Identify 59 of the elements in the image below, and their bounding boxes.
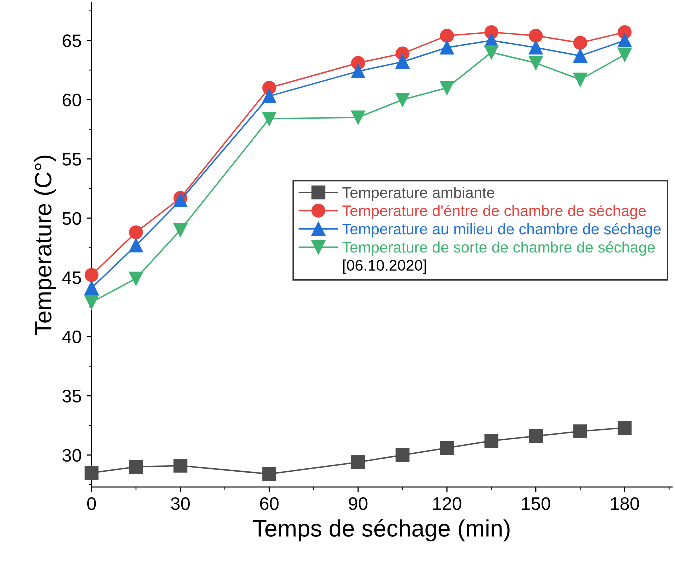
point	[529, 429, 544, 444]
y-tick-label: 45	[62, 272, 82, 284]
point	[351, 110, 366, 125]
point	[84, 466, 99, 480]
point	[484, 434, 499, 448]
point	[262, 112, 276, 126]
point	[529, 56, 544, 70]
point	[129, 460, 144, 474]
legend-label: Temperature au milieu de chambre de séchage	[342, 223, 661, 238]
point	[351, 455, 366, 470]
point	[440, 40, 454, 55]
y-tick-label: 50	[62, 212, 82, 226]
point	[618, 34, 632, 48]
point	[440, 81, 454, 96]
point	[262, 467, 276, 482]
point	[484, 46, 499, 60]
point	[396, 92, 410, 107]
x-tick-label: 90	[349, 497, 368, 510]
point	[574, 72, 588, 87]
y-tick-label: 60	[62, 94, 82, 107]
x-axis-title: Temps de séchage (min)	[253, 519, 510, 542]
point	[174, 223, 188, 238]
legend-label: Temperature de sorte de chambre de séchage	[342, 242, 656, 256]
point	[440, 29, 454, 43]
point	[574, 49, 588, 64]
x-tick-label: 120	[434, 497, 462, 510]
point	[262, 89, 276, 104]
point	[174, 458, 188, 473]
y-tick-label: 65	[62, 34, 82, 48]
point	[574, 36, 588, 50]
point	[618, 421, 632, 435]
x-tick-label: 0	[87, 497, 96, 510]
y-tick-label: 40	[62, 330, 82, 344]
x-tick-label: 60	[260, 497, 279, 510]
y-tick-label: 30	[62, 449, 82, 462]
annotation: [06.10.2020]	[343, 260, 426, 274]
point	[574, 424, 588, 439]
legend-label: Temperature ambiante	[342, 186, 494, 202]
x-tick-label: 180	[611, 497, 640, 510]
point	[396, 448, 410, 462]
point	[529, 40, 544, 55]
y-axis-title: Temperature (C°)	[34, 156, 56, 336]
point	[129, 238, 144, 253]
point	[396, 55, 410, 69]
point	[174, 194, 188, 208]
y-tick-label: 35	[62, 390, 82, 403]
x-tick-label: 30	[171, 497, 190, 510]
point	[84, 281, 99, 296]
point	[129, 272, 144, 286]
point	[618, 48, 632, 62]
point	[129, 226, 144, 240]
point	[84, 268, 99, 282]
point	[351, 64, 366, 78]
y-tick-label: 55	[62, 153, 82, 166]
point	[440, 441, 454, 456]
x-tick-label: 150	[522, 497, 550, 510]
legend-label: Temperature d'éntre de chambre de séchage	[342, 205, 646, 220]
point	[84, 296, 99, 310]
point	[529, 29, 544, 43]
